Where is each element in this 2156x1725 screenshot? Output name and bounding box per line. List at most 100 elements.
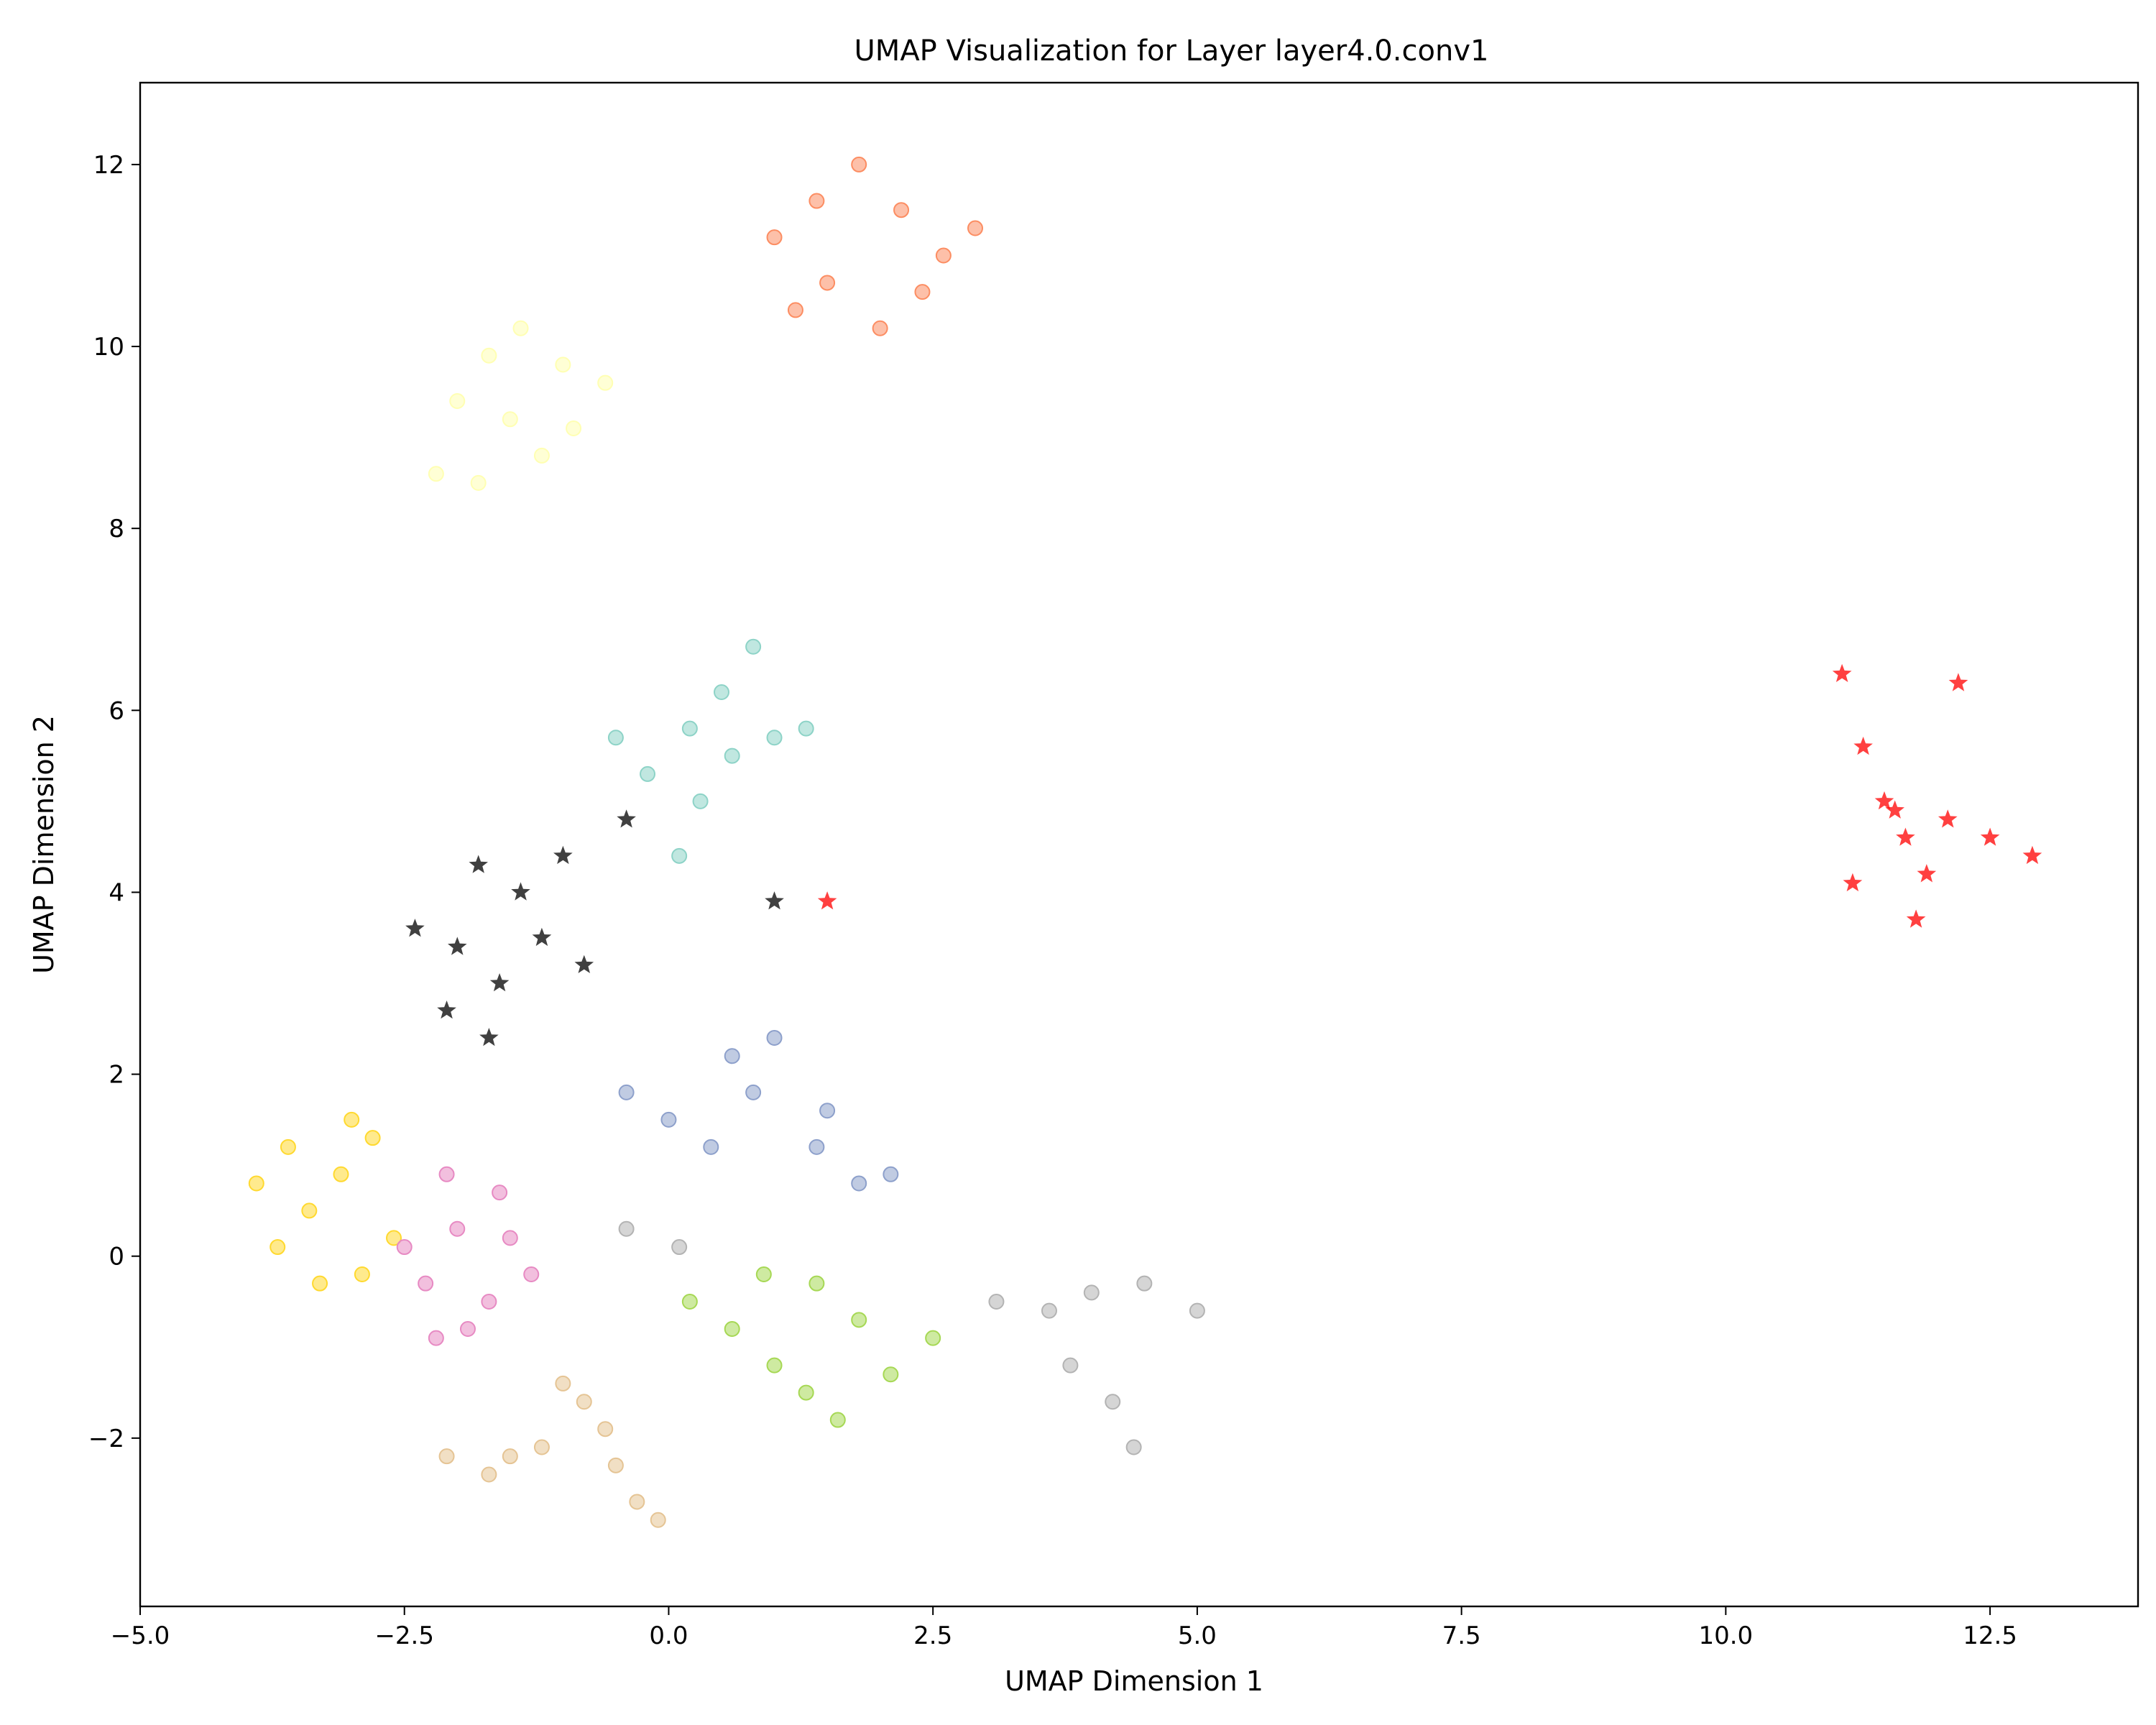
scatter-point: [808, 193, 825, 209]
scatter-point-star: [1980, 827, 2000, 846]
x-tick-label: 12.5: [1963, 1622, 2017, 1650]
scatter-point-star: [1853, 736, 1873, 755]
y-tick-label: 10: [93, 333, 124, 362]
y-tick-label: 0: [109, 1243, 124, 1271]
scatter-point-star: [1906, 909, 1926, 928]
y-tick-label: 12: [93, 151, 124, 180]
scatter-point-star: [1843, 873, 1863, 892]
scatter-point: [280, 1138, 296, 1155]
scatter-point: [808, 1138, 825, 1155]
plot-area: [140, 83, 2138, 1606]
scatter-point: [692, 793, 709, 809]
scatter-point: [851, 1312, 867, 1328]
scatter-point: [681, 720, 698, 737]
scatter-point: [418, 1275, 434, 1292]
scatter-point: [829, 1412, 846, 1428]
scatter-point: [449, 1220, 466, 1237]
x-tick-label: 0.0: [649, 1622, 688, 1650]
scatter-point: [618, 1084, 635, 1100]
scatter-point: [1105, 1394, 1121, 1410]
scatter-point: [1125, 1439, 1142, 1455]
scatter-point: [660, 1111, 677, 1128]
scatter-point: [502, 1230, 518, 1246]
scatter-point: [512, 320, 529, 336]
x-tick-label: 2.5: [913, 1622, 952, 1650]
scatter-point-star: [765, 891, 784, 910]
scatter-point: [618, 1220, 635, 1237]
x-axis: −5.0 −2.5 0.0 2.5 5.0 7.5 10.0 12.5: [111, 1606, 2017, 1650]
scatter-point-star: [1948, 673, 1968, 691]
scatter-point: [755, 1266, 772, 1283]
scatter-point-star: [1832, 663, 1852, 682]
scatter-point: [713, 684, 729, 700]
scatter-point: [438, 1166, 455, 1182]
scatter-point: [354, 1266, 370, 1283]
scatter-point: [597, 374, 614, 391]
y-axis-label: UMAP Dimension 2: [28, 715, 60, 974]
y-tick-label: 4: [109, 878, 124, 907]
scatter-point: [681, 1294, 698, 1310]
scatter-point: [502, 1448, 518, 1465]
scatter-point-star: [448, 937, 467, 955]
scatter-point: [481, 1466, 497, 1483]
scatter-point: [396, 1239, 413, 1256]
scatter-point-star: [489, 973, 510, 992]
scatter-point: [935, 247, 952, 264]
scatter-point-star: [405, 919, 425, 937]
scatter-point: [364, 1130, 381, 1146]
scatter-point: [819, 275, 836, 291]
scatter-point: [470, 474, 487, 491]
scatter-point: [883, 1166, 899, 1182]
scatter-point: [671, 847, 688, 864]
scatter-point: [819, 1103, 836, 1119]
scatter-point: [333, 1166, 349, 1182]
x-axis-label: UMAP Dimension 1: [1005, 1665, 1263, 1697]
x-tick-label: −5.0: [111, 1622, 170, 1650]
scatter-point: [428, 466, 444, 482]
scatter-point-star: [511, 882, 530, 901]
scatter-point: [640, 765, 656, 782]
scatter-point-star: [1896, 827, 1915, 846]
scatter-point: [893, 202, 910, 218]
scatter-point: [576, 1394, 592, 1410]
scatter-point: [766, 730, 783, 746]
scatter-point: [492, 1184, 508, 1201]
scatter-point: [1136, 1275, 1153, 1292]
scatter-point: [449, 392, 466, 409]
scatter-point: [428, 1330, 444, 1346]
scatter-point: [724, 748, 740, 764]
scatter-point: [459, 1320, 476, 1337]
scatter-point: [766, 1029, 783, 1046]
scatter-point-star: [1874, 791, 1894, 810]
points-layer: [248, 156, 2042, 1528]
scatter-point: [344, 1111, 360, 1128]
scatter-point-star: [437, 1000, 456, 1019]
scatter-point-star: [479, 1028, 499, 1046]
scatter-point-star: [817, 891, 837, 910]
scatter-point: [1083, 1284, 1100, 1301]
scatter-point: [650, 1512, 666, 1528]
x-tick-label: 10.0: [1698, 1622, 1753, 1650]
scatter-point: [851, 1175, 867, 1192]
scatter-point: [914, 284, 931, 300]
chart-title: UMAP Visualization for Layer layer4.0.co…: [854, 34, 1489, 68]
scatter-point: [703, 1138, 719, 1155]
scatter-point-star: [553, 845, 573, 865]
scatter-point: [555, 1375, 571, 1392]
x-tick-label: −2.5: [374, 1622, 434, 1650]
scatter-point: [787, 302, 803, 318]
scatter-point: [312, 1275, 328, 1292]
scatter-point-star: [2022, 845, 2042, 865]
scatter-point: [798, 720, 814, 737]
y-tick-label: −2: [88, 1425, 124, 1453]
scatter-point: [925, 1330, 941, 1346]
scatter-point: [745, 638, 762, 655]
scatter-point: [438, 1448, 455, 1465]
x-tick-label: 7.5: [1442, 1622, 1481, 1650]
scatter-point: [523, 1266, 540, 1283]
scatter-point: [386, 1230, 402, 1246]
y-axis: −2 0 2 4 6 8 10 12: [88, 151, 140, 1453]
scatter-point: [724, 1320, 740, 1337]
scatter-point: [533, 447, 550, 464]
